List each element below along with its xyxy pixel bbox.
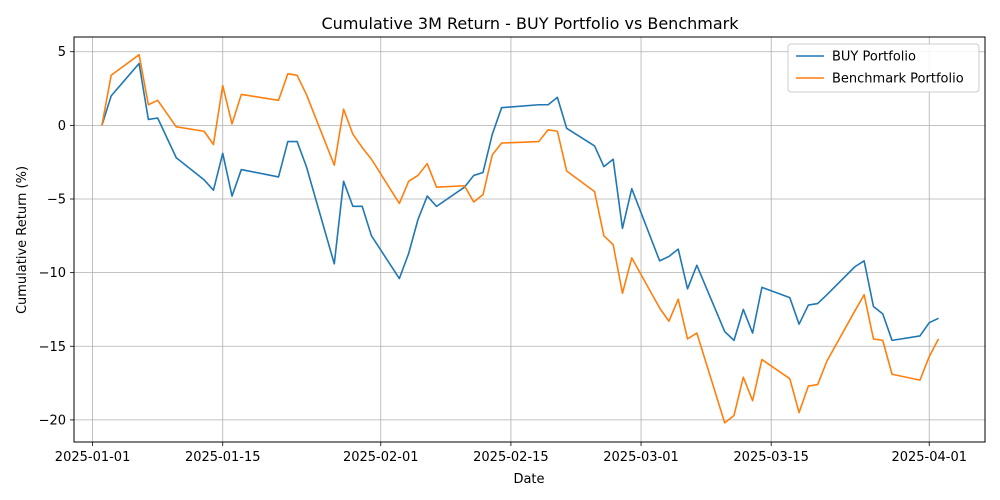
- y-tick-label: −10: [39, 266, 66, 281]
- chart-title: Cumulative 3M Return - BUY Portfolio vs …: [322, 14, 740, 33]
- series-line-benchmark-portfolio: [101, 53, 940, 424]
- x-tick-label: 2025-03-15: [733, 450, 809, 465]
- legend-label: Benchmark Portfolio: [832, 72, 964, 87]
- y-axis: 5 0 −5 −10 −15 −20: [39, 45, 74, 428]
- series-layer: [101, 53, 940, 424]
- legend-label: BUY Portfolio: [832, 50, 916, 65]
- y-tick-label: −15: [39, 340, 66, 355]
- y-tick-label: −20: [39, 413, 66, 428]
- x-tick-label: 2025-02-15: [473, 450, 549, 465]
- plot-frame: [73, 36, 986, 443]
- legend-box: [787, 43, 980, 93]
- y-axis-label: Cumulative Return (%): [15, 166, 30, 314]
- x-axis-label: Date: [513, 472, 544, 487]
- x-tick-label: 2025-01-15: [185, 450, 261, 465]
- legend: BUY Portfolio Benchmark Portfolio: [787, 43, 980, 93]
- x-tick-label: 2025-03-01: [603, 450, 679, 465]
- x-tick-label: 2025-04-01: [891, 450, 967, 465]
- y-tick-label: 5: [58, 45, 66, 60]
- series-line-buy-portfolio: [101, 62, 939, 342]
- x-axis: 2025-01-01 2025-01-15 2025-02-01 2025-02-15…: [55, 442, 967, 465]
- x-tick-label: 2025-02-01: [343, 450, 419, 465]
- y-tick-label: 0: [58, 119, 66, 134]
- y-tick-label: −5: [47, 193, 66, 208]
- x-tick-label: 2025-01-01: [55, 450, 131, 465]
- grid-lines: [74, 37, 985, 442]
